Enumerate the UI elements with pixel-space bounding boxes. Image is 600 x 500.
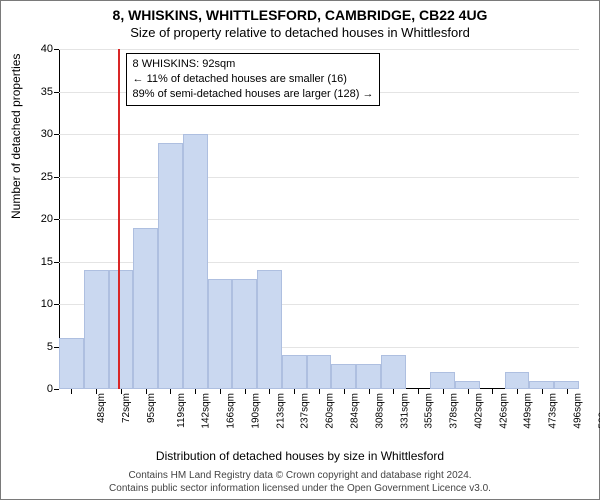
annotation-line: ← 11% of detached houses are smaller (16…	[133, 72, 374, 87]
annotation-box: 8 WHISKINS: 92sqm← 11% of detached house…	[126, 53, 381, 106]
x-tick-label: 72sqm	[121, 393, 132, 423]
marker-line	[118, 49, 120, 389]
x-tick-mark	[71, 389, 72, 394]
x-tick-label: 95sqm	[146, 393, 157, 423]
histogram-bar	[84, 270, 109, 389]
histogram-bar	[505, 372, 530, 389]
x-tick-mark	[468, 389, 469, 394]
x-tick-label: 142sqm	[201, 393, 212, 429]
x-tick-label: 496sqm	[572, 393, 583, 429]
x-tick-mark	[220, 389, 221, 394]
y-tick-mark	[54, 304, 59, 305]
histogram-bar	[529, 381, 554, 390]
x-tick-mark	[492, 389, 493, 394]
x-tick-label: 308sqm	[374, 393, 385, 429]
x-tick-mark	[195, 389, 196, 394]
y-tick-mark	[54, 389, 59, 390]
x-tick-mark	[418, 389, 419, 394]
x-axis-label: Distribution of detached houses by size …	[1, 449, 599, 463]
histogram-bar	[282, 355, 307, 389]
x-tick-label: 213sqm	[275, 393, 286, 429]
gridline	[59, 177, 579, 178]
x-tick-mark	[294, 389, 295, 394]
x-tick-mark	[344, 389, 345, 394]
y-tick-mark	[54, 49, 59, 50]
x-tick-label: 402sqm	[473, 393, 484, 429]
footer-line-2: Contains public sector information licen…	[1, 483, 599, 496]
x-tick-mark	[170, 389, 171, 394]
x-tick-mark	[369, 389, 370, 394]
gridline	[59, 134, 579, 135]
chart-container: 8, WHISKINS, WHITTLESFORD, CAMBRIDGE, CB…	[0, 0, 600, 500]
x-tick-mark	[96, 389, 97, 394]
x-tick-label: 378sqm	[449, 393, 460, 429]
x-tick-mark	[443, 389, 444, 394]
histogram-bar	[356, 364, 381, 390]
histogram-bar	[208, 279, 233, 390]
x-tick-label: 237sqm	[300, 393, 311, 429]
chart-subtitle: Size of property relative to detached ho…	[1, 23, 599, 40]
x-tick-label: 284sqm	[350, 393, 361, 429]
plot-area: 051015202530354048sqm72sqm95sqm119sqm142…	[59, 49, 579, 389]
y-tick-mark	[54, 262, 59, 263]
x-tick-label: 449sqm	[523, 393, 534, 429]
histogram-bar	[307, 355, 332, 389]
x-tick-label: 119sqm	[176, 393, 187, 428]
histogram-bar	[183, 134, 208, 389]
x-tick-label: 166sqm	[226, 393, 237, 429]
x-tick-label: 48sqm	[96, 393, 107, 423]
histogram-bar	[381, 355, 406, 389]
x-tick-mark	[567, 389, 568, 394]
histogram-bar	[430, 372, 455, 389]
histogram-bar	[109, 270, 134, 389]
histogram-bar	[331, 364, 356, 390]
annotation-line: 8 WHISKINS: 92sqm	[133, 57, 374, 72]
x-tick-mark	[245, 389, 246, 394]
x-tick-label: 355sqm	[424, 393, 435, 429]
x-tick-mark	[146, 389, 147, 394]
x-tick-mark	[269, 389, 270, 394]
x-tick-label: 473sqm	[548, 393, 559, 429]
x-tick-mark	[121, 389, 122, 394]
footer-attribution: Contains HM Land Registry data © Crown c…	[1, 470, 599, 495]
histogram-bar	[257, 270, 282, 389]
x-tick-mark	[517, 389, 518, 394]
x-tick-mark	[319, 389, 320, 394]
gridline	[59, 219, 579, 220]
y-tick-mark	[54, 219, 59, 220]
x-tick-mark	[393, 389, 394, 394]
chart-title: 8, WHISKINS, WHITTLESFORD, CAMBRIDGE, CB…	[1, 1, 599, 23]
x-tick-label: 331sqm	[399, 393, 410, 429]
y-axis-label: Number of detached properties	[9, 54, 23, 219]
footer-line-1: Contains HM Land Registry data © Crown c…	[1, 470, 599, 483]
histogram-bar	[59, 338, 84, 389]
x-tick-label: 260sqm	[325, 393, 336, 429]
y-tick-mark	[54, 134, 59, 135]
histogram-bar	[158, 143, 183, 390]
annotation-line: 89% of semi-detached houses are larger (…	[133, 87, 374, 102]
histogram-bar	[133, 228, 158, 390]
x-tick-label: 190sqm	[251, 393, 262, 429]
gridline	[59, 49, 579, 50]
y-tick-mark	[54, 92, 59, 93]
x-tick-label: 426sqm	[498, 393, 509, 429]
histogram-bar	[232, 279, 257, 390]
histogram-bar	[455, 381, 480, 390]
x-tick-mark	[542, 389, 543, 394]
y-tick-mark	[54, 177, 59, 178]
histogram-bar	[554, 381, 579, 390]
